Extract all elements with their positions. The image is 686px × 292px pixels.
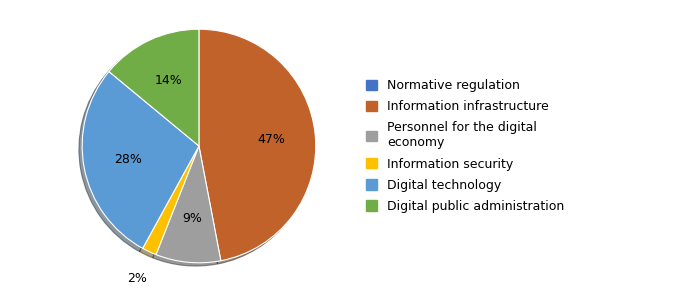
- Legend: Normative regulation, Information infrastructure, Personnel for the digital
econ: Normative regulation, Information infras…: [366, 79, 565, 213]
- Wedge shape: [109, 29, 199, 146]
- Text: 47%: 47%: [257, 133, 285, 146]
- Wedge shape: [156, 146, 221, 263]
- Text: 9%: 9%: [182, 212, 202, 225]
- Text: 14%: 14%: [154, 74, 182, 87]
- Wedge shape: [143, 146, 199, 255]
- Text: 28%: 28%: [114, 153, 142, 166]
- Wedge shape: [82, 72, 199, 248]
- Wedge shape: [199, 29, 316, 261]
- Text: 2%: 2%: [127, 272, 147, 285]
